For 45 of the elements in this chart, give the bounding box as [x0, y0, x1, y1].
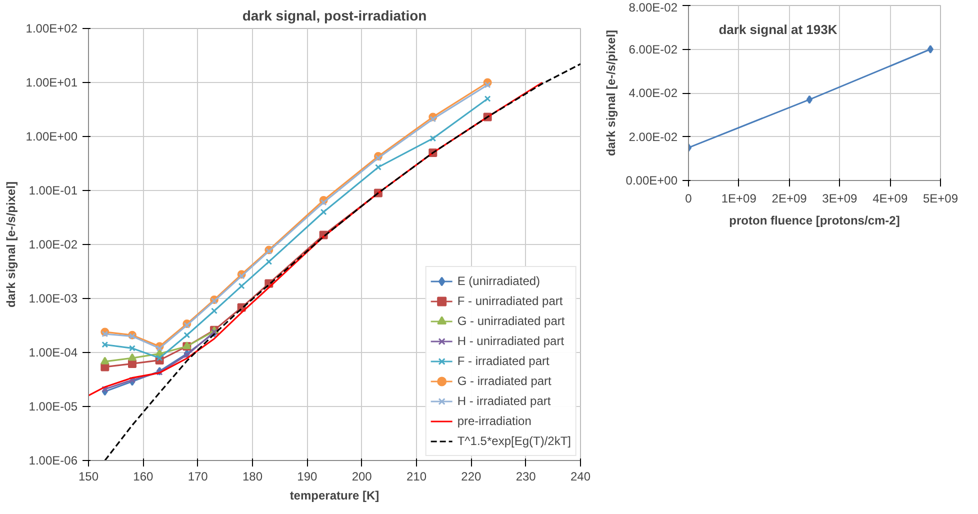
legend-label: F - irradiated part: [457, 354, 550, 368]
legend-label: T^1.5*exp[Eg(T)/2kT]: [457, 434, 571, 448]
legend-label: F - unirradiated part: [457, 294, 563, 308]
chart-title: dark signal, post-irradiation: [242, 8, 427, 24]
x-tick-label: 3E+09: [822, 192, 858, 206]
x-tick-label: 240: [570, 470, 591, 484]
x-tick-label: 4E+09: [872, 192, 908, 206]
y-tick-label: 1.00E-02: [28, 238, 78, 252]
x-tick-label: 170: [188, 470, 208, 484]
legend-label: H - irradiated part: [457, 394, 551, 408]
x-tick-label: 190: [297, 470, 318, 484]
x-tick-label: 180: [242, 470, 263, 484]
y-tick-label: 1.00E-06: [28, 454, 78, 468]
y-tick-label: 4.00E-02: [628, 86, 678, 100]
x-tick-label: 0: [685, 192, 692, 206]
y-tick-label: 1.00E-03: [28, 292, 78, 306]
y-tick-label: 1.00E-01: [28, 184, 78, 198]
y-axis-title: dark signal [e-/s/pixel]: [4, 181, 18, 308]
x-tick-label: 2E+09: [772, 192, 808, 206]
x-axis-title: proton fluence [protons/cm-2]: [729, 214, 900, 228]
y-tick-label: 1.00E+02: [26, 22, 78, 36]
x-tick-label: 1E+09: [721, 192, 757, 206]
legend-label: E (unirradiated): [457, 274, 540, 288]
y-tick-label: 1.00E+01: [26, 76, 78, 90]
x-tick-label: 5E+09: [922, 192, 958, 206]
text: dark signal at 193K: [718, 22, 838, 37]
y-axis-title: dark signal [e-/s/pixel]: [604, 30, 618, 156]
x-tick-label: 160: [133, 470, 154, 484]
y-tick-label: 1.00E+00: [26, 130, 78, 144]
y-tick-label: 1.00E-04: [28, 346, 78, 360]
x-tick-label: 150: [78, 470, 99, 484]
y-tick-label: 6.00E-02: [628, 42, 678, 56]
x-tick-label: 220: [461, 470, 482, 484]
y-tick-label: 0.00E+00: [626, 174, 678, 188]
legend-label: pre-irradiation: [457, 414, 532, 428]
legend-label: G - unirradiated part: [457, 314, 565, 328]
x-axis-title: temperature [K]: [290, 488, 380, 502]
legend-label: G - irradiated part: [457, 374, 552, 388]
x-tick-label: 200: [352, 470, 372, 484]
x-tick-label: 210: [406, 470, 427, 484]
y-tick-label: 1.00E-05: [28, 400, 78, 414]
legend-label: H - unirradiated part: [457, 334, 564, 348]
y-tick-label: 2.00E-02: [628, 130, 678, 144]
y-tick-label: 8.00E-02: [628, 0, 678, 14]
x-tick-label: 230: [516, 470, 536, 484]
